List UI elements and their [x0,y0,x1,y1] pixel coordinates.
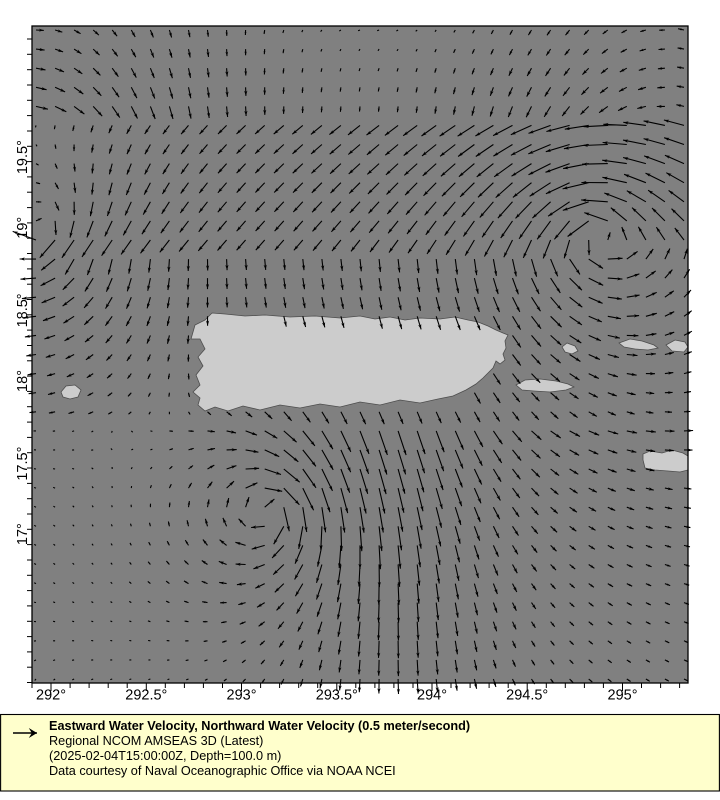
svg-text:293°: 293° [227,688,257,704]
svg-text:294.5°: 294.5° [506,688,548,704]
svg-text:294°: 294° [417,688,447,704]
svg-text:18°: 18° [15,370,31,392]
svg-text:18.5°: 18.5° [15,293,31,327]
svg-text:19°: 19° [15,217,31,239]
svg-text:17.5°: 17.5° [15,447,31,481]
svg-text:19.5°: 19.5° [15,140,31,174]
svg-text:17°: 17° [15,523,31,545]
svg-text:293.5°: 293.5° [316,688,358,704]
svg-text:292.5°: 292.5° [125,688,167,704]
svg-text:292°: 292° [36,688,66,704]
svg-text:295°: 295° [608,688,638,704]
